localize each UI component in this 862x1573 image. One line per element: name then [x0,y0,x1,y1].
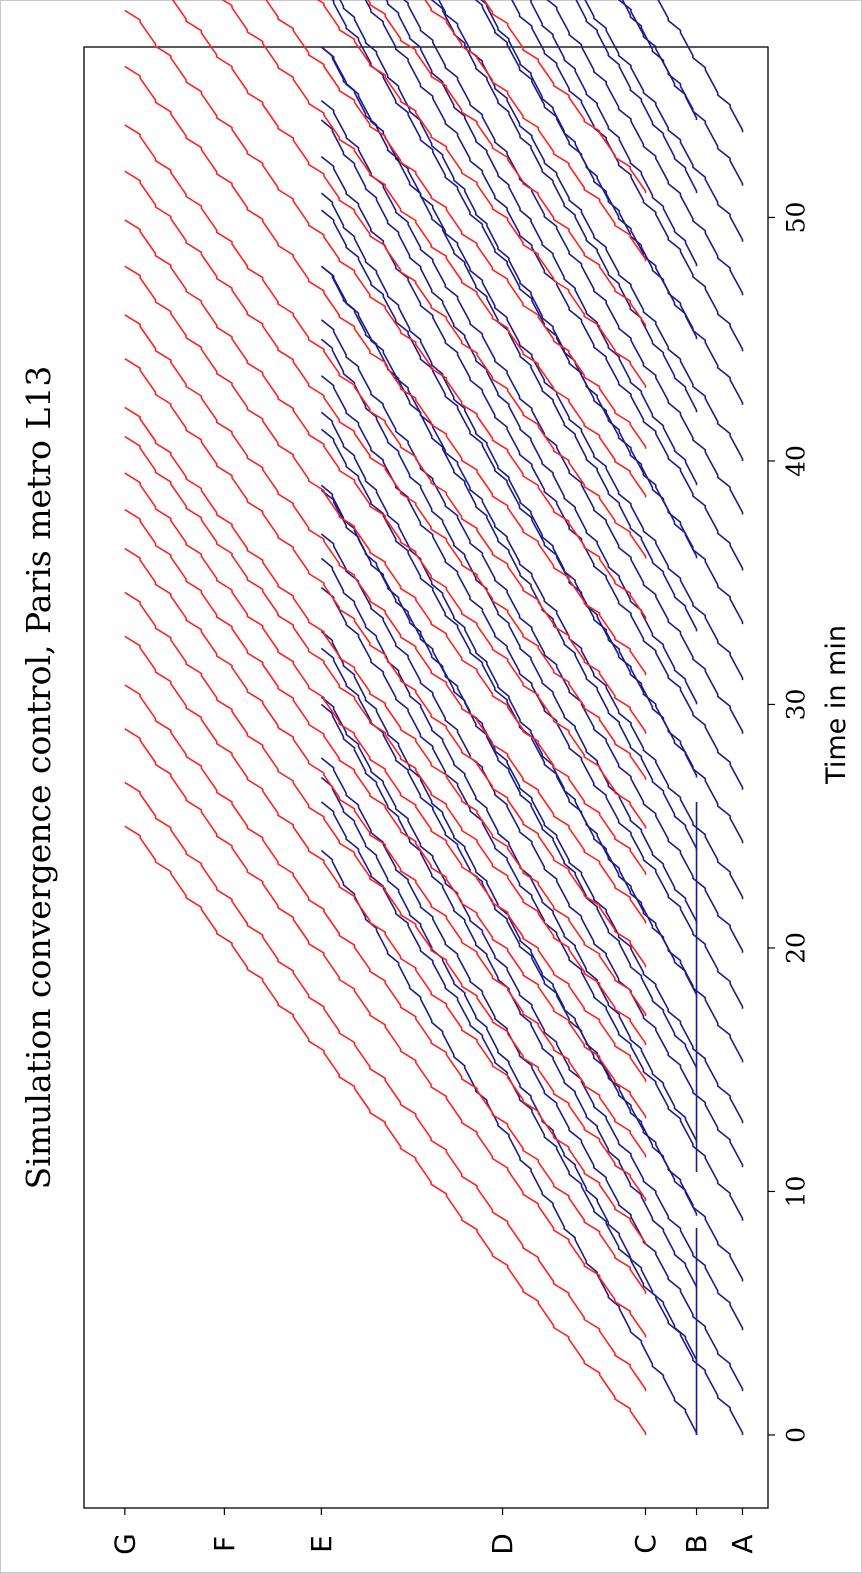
trajectory-line [125,549,646,1158]
trajectory-line [321,376,742,1009]
trajectory-line [321,697,742,1330]
x-axis-label: Time in min [821,625,852,785]
chart-title: Simulation convergence control, Paris me… [19,366,58,1190]
trajectory-line [321,429,742,1062]
trajectory-line [321,0,742,405]
station-label-e: E [305,1535,338,1553]
station-label-d: D [486,1533,519,1555]
trajectory-line [321,704,696,1288]
x-tick-label: 10 [782,1176,811,1208]
trajectory-line [321,0,742,242]
trajectory-line [321,0,696,339]
station-label-g: G [108,1533,141,1555]
trajectory-line [321,0,742,624]
x-tick-label: 0 [782,1427,811,1443]
trajectory-line [125,729,646,1338]
trajectory-line [125,592,646,1201]
station-label-b: B [680,1534,713,1553]
x-tick-label: 20 [782,932,811,964]
station-label-c: C [629,1534,662,1554]
x-tick-label: 40 [782,445,811,477]
station-label-a: A [726,1534,759,1553]
trajectory-line [125,315,646,924]
trajectory-line [321,0,742,132]
station-label-f: F [208,1536,241,1552]
trajectory-line [125,0,646,449]
trajectory-line [321,157,742,790]
x-tick-label: 50 [782,202,811,234]
x-tick-label: 30 [782,689,811,721]
trajectory-line [125,359,646,968]
trajectory-line [321,101,742,734]
plot-layer: Simulation convergence control, Paris me… [19,0,852,1555]
trajectory-line [321,851,696,1436]
trajectory-line [125,407,646,1016]
trajectory-line [125,171,646,780]
trajectory-line [125,11,646,620]
trajectory-line [125,0,646,327]
trajectory-line [321,0,742,570]
trajectory-line [125,67,646,676]
trajectory-line [321,0,696,412]
trajectory-line [321,320,742,953]
trajectory-line [321,648,742,1281]
plot-frame [84,47,768,1508]
trajectory-line [125,0,646,261]
trajectory-line [321,758,742,1391]
